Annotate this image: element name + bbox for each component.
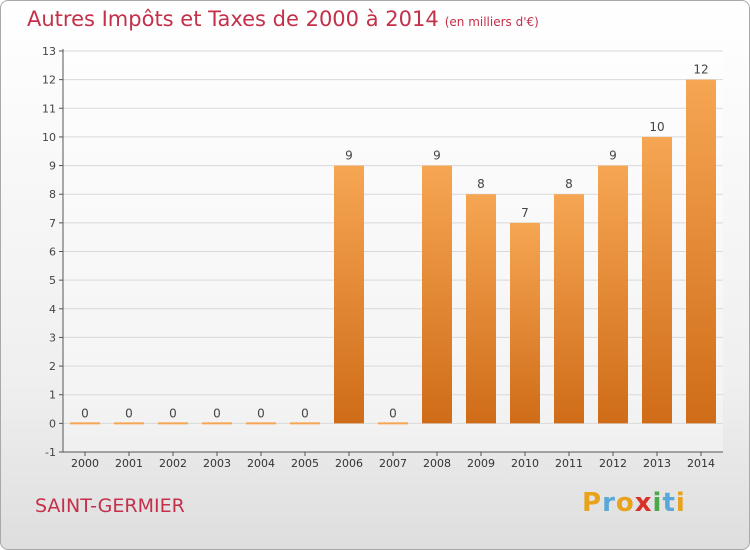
data-label: 9 (433, 149, 441, 163)
bar (598, 165, 628, 424)
chart-title: Autres Impôts et Taxes de 2000 à 2014 (en… (27, 7, 539, 31)
x-tick-label: 2008 (423, 457, 451, 470)
data-label: 0 (81, 406, 89, 420)
bar (70, 422, 100, 425)
x-tick-label: 2011 (555, 457, 583, 470)
y-tick-label: 11 (42, 102, 56, 115)
x-tick-label: 2013 (643, 457, 671, 470)
y-tick-label: 2 (49, 360, 56, 373)
bar (202, 422, 232, 425)
logo-letter: i (675, 488, 686, 518)
y-tick-label: 0 (49, 417, 56, 430)
logo-letter: r (602, 488, 616, 518)
bar (422, 165, 452, 424)
logo-letter: i (652, 488, 663, 518)
proxiti-logo: Proxiti (582, 488, 686, 518)
x-tick-label: 2010 (511, 457, 539, 470)
data-label: 7 (521, 206, 529, 220)
data-label: 10 (649, 120, 664, 134)
title-text: Autres Impôts et Taxes de 2000 à 2014 (27, 7, 439, 31)
y-tick-label: -1 (45, 446, 56, 459)
x-tick-label: 2004 (247, 457, 275, 470)
y-tick-label: 10 (42, 131, 56, 144)
x-tick-label: 2005 (291, 457, 319, 470)
data-label: 0 (257, 406, 265, 420)
bar (686, 79, 716, 424)
x-tick-label: 2009 (467, 457, 495, 470)
city-name: SAINT-GERMIER (35, 495, 185, 517)
y-tick-label: 5 (49, 274, 56, 287)
y-tick-label: 3 (49, 331, 56, 344)
y-tick-label: 7 (49, 217, 56, 230)
data-label: 0 (301, 406, 309, 420)
y-tick-label: 8 (49, 188, 56, 201)
bar (642, 136, 672, 424)
logo-letter: o (615, 488, 635, 518)
data-label: 12 (693, 63, 708, 77)
chart-subtitle: (en milliers d'€) (444, 15, 539, 29)
data-label: 8 (565, 177, 573, 191)
bar (246, 422, 276, 425)
bar (466, 194, 496, 424)
y-tick-label: 4 (49, 303, 56, 316)
data-label: 9 (609, 149, 617, 163)
data-label: 9 (345, 149, 353, 163)
y-tick-label: 12 (42, 74, 56, 87)
x-tick-label: 2002 (159, 457, 187, 470)
data-label: 0 (125, 406, 133, 420)
y-tick-label: 9 (49, 160, 56, 173)
logo-letter: P (582, 488, 603, 518)
x-tick-label: 2007 (379, 457, 407, 470)
y-tick-label: 6 (49, 246, 56, 259)
data-label: 0 (389, 406, 397, 420)
bar (334, 165, 364, 424)
logo-letter: x (634, 488, 653, 518)
x-tick-label: 2006 (335, 457, 363, 470)
x-tick-label: 2003 (203, 457, 231, 470)
y-tick-label: 13 (42, 45, 56, 58)
bar (158, 422, 188, 425)
x-tick-label: 2012 (599, 457, 627, 470)
x-tick-label: 2000 (71, 457, 99, 470)
bar (114, 422, 144, 425)
data-label: 0 (169, 406, 177, 420)
data-label: 8 (477, 177, 485, 191)
bar (554, 194, 584, 424)
x-tick-label: 2014 (687, 457, 715, 470)
y-tick-label: 1 (49, 389, 56, 402)
bar (510, 222, 540, 424)
bar (290, 422, 320, 425)
x-tick-label: 2001 (115, 457, 143, 470)
data-label: 0 (213, 406, 221, 420)
logo-letter: t (662, 488, 676, 518)
bar (378, 422, 408, 425)
